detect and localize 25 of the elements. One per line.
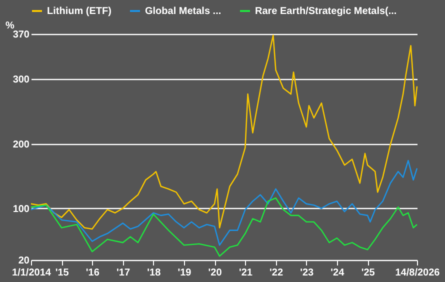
y-tick-label: 370 [12, 30, 30, 40]
y-tick-label: 200 [12, 139, 30, 150]
x-tick-label: '18 [147, 268, 162, 278]
x-tick-label: '23 [300, 268, 314, 278]
legend-label: Rare Earth/Strategic Metals(... [255, 6, 397, 17]
x-tick-label: '24 [330, 268, 345, 278]
line-series [30, 34, 418, 230]
x-tick-label: '19 [178, 268, 192, 278]
y-tick-label: 300 [12, 74, 30, 86]
x-tick-label: '25 [361, 268, 376, 278]
x-tick-label: '16 [86, 268, 100, 278]
line-series [30, 197, 418, 257]
y-tick-label: 20 [18, 256, 30, 266]
x-tick-label: '15 [55, 268, 70, 278]
y-axis-title: % [6, 20, 14, 32]
y-tick-label: 100 [12, 204, 30, 215]
line-series [30, 160, 418, 246]
legend-label: Global Metals ... [145, 6, 222, 17]
x-tick-label: '21 [238, 268, 253, 278]
x-tick-label: '17 [116, 268, 130, 278]
x-tick-label: 1/1/2014 [12, 268, 52, 278]
x-tick-label: '22 [270, 268, 284, 278]
x-tick-label: 14/8/2026 [395, 268, 440, 278]
x-tick-label: '20 [208, 268, 222, 278]
legend-label: Lithium (ETF) [47, 6, 112, 17]
